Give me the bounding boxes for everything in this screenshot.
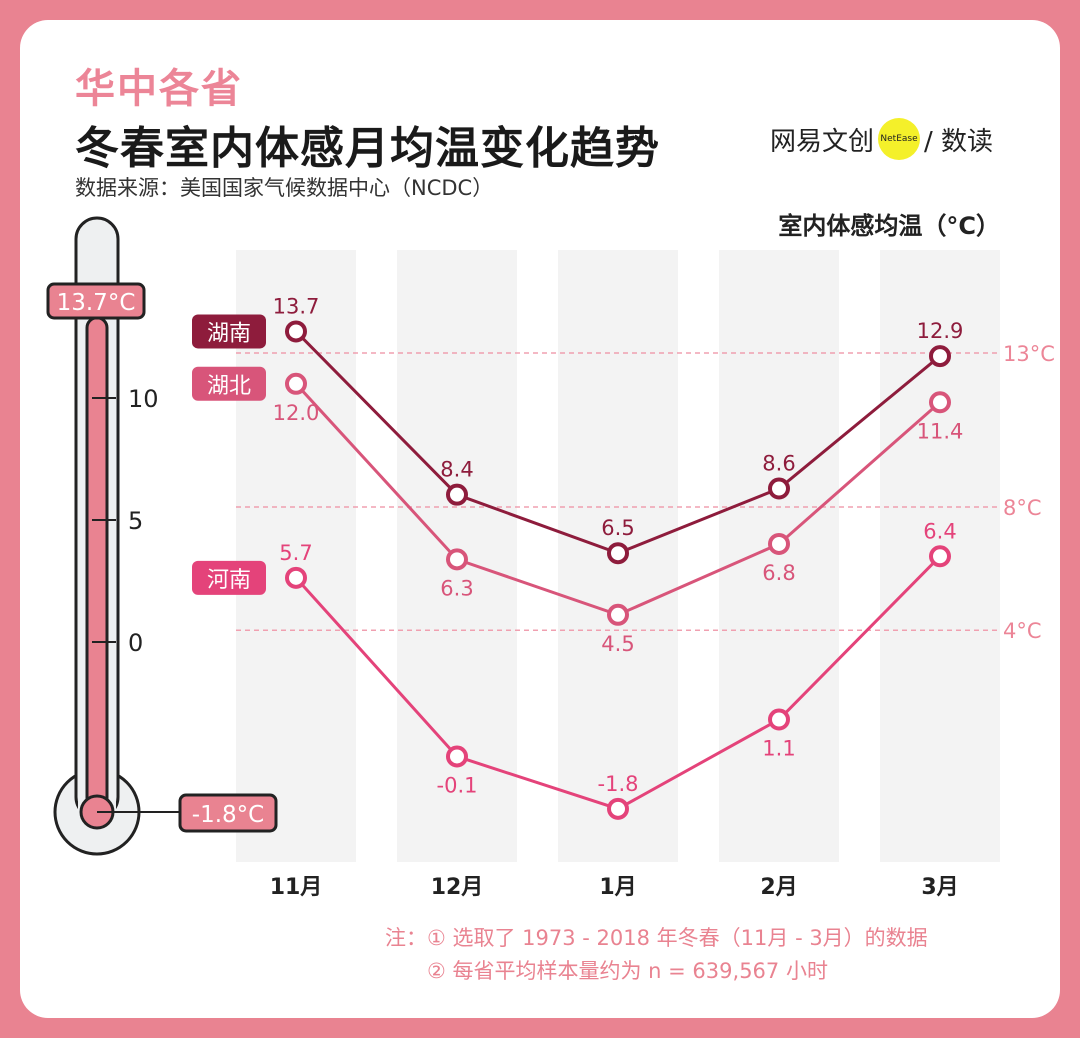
thermometer-tick-label: 10 (128, 385, 159, 413)
data-point (446, 483, 468, 506)
data-label: 5.7 (279, 541, 312, 565)
data-point (929, 545, 951, 568)
data-point (285, 372, 307, 395)
legend-tag (192, 366, 266, 401)
data-label: 12.0 (273, 401, 320, 425)
data-label: 1.1 (762, 737, 795, 761)
max-badge-label: 13.7°C (57, 290, 136, 316)
notes: 注：① 选取了 1973 - 2018 年冬春（11月 - 3月）的数据 ② 每省… (385, 922, 928, 988)
reference-label: 13°C (1003, 342, 1055, 366)
data-label: 8.4 (440, 458, 473, 482)
note-1: 注：① 选取了 1973 - 2018 年冬春（11月 - 3月）的数据 (385, 926, 928, 950)
x-tick-label: 1月 (599, 875, 636, 900)
legend-tag (192, 560, 266, 595)
logo-text-right: / 数读 (924, 126, 994, 157)
y-axis-label: 室内体感均温（°C） (778, 212, 1000, 240)
data-label: 6.5 (601, 516, 634, 540)
thermometer-fill (85, 316, 109, 814)
legend-tag (192, 314, 266, 349)
x-tick-label: 11月 (270, 875, 323, 900)
data-label: 11.4 (917, 419, 964, 443)
data-point (768, 532, 790, 555)
legend-label: 湖北 (207, 374, 251, 399)
data-point (446, 745, 468, 768)
data-label: 6.3 (440, 576, 473, 600)
data-label: 13.7 (273, 294, 320, 318)
reference-label: 4°C (1003, 619, 1042, 643)
x-tick-label: 2月 (760, 875, 797, 900)
data-point (607, 542, 629, 565)
data-label: 6.8 (762, 561, 795, 585)
data-point (768, 708, 790, 731)
min-badge-label: -1.8°C (192, 802, 264, 828)
reference-label: 8°C (1003, 496, 1042, 520)
data-point (285, 566, 307, 589)
kicker: 华中各省 (75, 66, 243, 112)
logo-badge: NetEase (878, 118, 921, 160)
note-2: ② 每省平均样本量约为 n = 639,567 小时 (427, 959, 828, 983)
data-point (607, 797, 629, 820)
data-label: 12.9 (917, 319, 964, 343)
x-tick-label: 12月 (431, 875, 484, 900)
data-label: 4.5 (601, 632, 634, 656)
data-label: 6.4 (923, 519, 956, 543)
logo: 网易文创 NetEase / 数读 (770, 118, 993, 160)
data-label: 8.6 (762, 452, 795, 476)
min-badge (178, 793, 278, 833)
data-point (446, 548, 468, 571)
data-point (929, 391, 951, 414)
data-point (607, 603, 629, 626)
data-label: -0.1 (437, 773, 478, 797)
legend-label: 湖南 (207, 321, 251, 346)
data-label: -1.8 (598, 772, 639, 796)
source-text: 数据来源：美国国家气候数据中心（NCDC） (75, 176, 494, 200)
column-band (236, 250, 356, 862)
logo-text: 网易文创 (770, 126, 875, 157)
max-badge (46, 282, 146, 320)
data-point (768, 477, 790, 500)
thermometer-tick-label: 5 (128, 507, 143, 535)
data-point (285, 320, 307, 343)
legend-label: 河南 (207, 568, 251, 593)
data-point (929, 345, 951, 368)
thermometer-tick-label: 0 (128, 629, 143, 657)
column-band (719, 250, 839, 862)
x-tick-label: 3月 (921, 875, 958, 900)
page-title: 冬春室内体感月均温变化趋势 (75, 123, 660, 174)
